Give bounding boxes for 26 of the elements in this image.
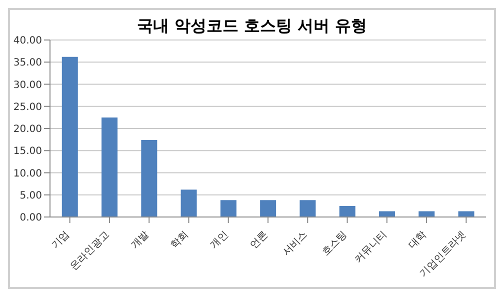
y-tick-label: 35.00 <box>13 58 42 69</box>
bar <box>102 117 118 217</box>
y-tick-label: 25.00 <box>13 102 42 113</box>
bar <box>378 211 395 217</box>
bar <box>260 200 276 217</box>
y-tick-label: 0.00 <box>20 212 42 224</box>
bar <box>418 211 435 217</box>
x-tick-label: 개인 <box>208 229 230 252</box>
x-tick-label: 개발 <box>129 229 152 252</box>
x-tick-label: 학회 <box>168 229 191 252</box>
x-tick-label: 언론 <box>248 229 270 252</box>
x-tick-label: 기업 <box>50 229 72 252</box>
bar <box>62 56 78 217</box>
bar <box>339 206 356 217</box>
bar <box>458 211 474 217</box>
bar <box>180 190 197 217</box>
chart-title: 국내 악성코드 호스팅 서버 유형 <box>136 16 368 36</box>
bar <box>300 200 316 217</box>
y-tick-label: 15.00 <box>13 146 42 158</box>
y-tick-label: 30.00 <box>13 80 42 91</box>
y-tick-label: 20.00 <box>13 124 42 136</box>
bar <box>220 200 236 217</box>
bar <box>141 140 158 217</box>
y-tick-label: 40.00 <box>13 36 42 47</box>
y-tick-label: 10.00 <box>13 168 42 180</box>
y-tick-label: 5.00 <box>20 190 42 202</box>
